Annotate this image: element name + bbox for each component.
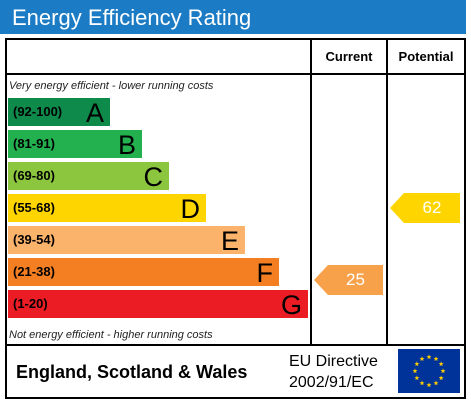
- eu-flag-icon: [398, 349, 460, 393]
- directive-line-1: EU Directive: [289, 353, 378, 370]
- band-letter: F: [256, 258, 274, 288]
- eu-star-icon: [440, 368, 446, 374]
- band-g: (1-20) G: [8, 290, 308, 320]
- eu-star-icon: [433, 356, 439, 361]
- current-column-divider: [310, 38, 312, 346]
- header-divider: [5, 73, 466, 75]
- band-b: (81-91) B: [8, 130, 142, 160]
- potential-column-divider: [386, 38, 388, 346]
- eu-star-icon: [419, 380, 425, 386]
- band-range: (39-54): [13, 232, 55, 247]
- current-column-header: Current: [325, 49, 373, 64]
- band-range: (55-68): [13, 200, 55, 215]
- bottom-efficiency-note: Not energy efficient - higher running co…: [9, 329, 213, 341]
- band-range: (81-91): [13, 136, 55, 151]
- band-c: (69-80) C: [8, 162, 169, 192]
- band-d: (55-68) D: [8, 194, 206, 224]
- eu-star-icon: [438, 361, 444, 367]
- eu-star-icon: [426, 382, 432, 388]
- directive-line-2: 2002/91/EC: [289, 374, 374, 391]
- title-bar: Energy Efficiency Rating: [0, 0, 466, 34]
- eu-star-icon: [412, 368, 418, 374]
- region-label: England, Scotland & Wales: [16, 362, 248, 382]
- band-range: (92-100): [13, 104, 63, 119]
- top-efficiency-note: Very energy efficient - lower running co…: [9, 80, 214, 92]
- band-letter: C: [143, 162, 164, 192]
- band-range: (1-20): [13, 296, 48, 311]
- band-letter: G: [280, 290, 302, 320]
- band-letter: D: [180, 194, 201, 224]
- eu-star-icon: [433, 380, 439, 386]
- band-e: (39-54) E: [8, 226, 245, 256]
- potential-column-header: Potential: [398, 49, 454, 64]
- page-title: Energy Efficiency Rating: [12, 5, 252, 30]
- potential-rating-value: 62: [422, 198, 442, 217]
- band-range: (21-38): [13, 264, 55, 279]
- current-rating-arrow: 25: [314, 265, 383, 295]
- eu-star-icon: [438, 375, 444, 381]
- potential-rating-arrow: 62: [390, 193, 460, 223]
- eu-star-icon: [414, 375, 420, 381]
- footer-frame: [5, 344, 466, 399]
- band-letter: A: [85, 98, 104, 128]
- eu-star-icon: [419, 356, 425, 361]
- band-letter: E: [220, 226, 239, 256]
- band-range: (69-80): [13, 168, 55, 183]
- band-a: (92-100) A: [8, 98, 110, 128]
- band-f: (21-38) F: [8, 258, 279, 288]
- eu-star-icon: [414, 361, 420, 367]
- band-letter: B: [117, 130, 136, 160]
- current-rating-value: 25: [346, 270, 365, 289]
- eu-star-icon: [426, 354, 432, 360]
